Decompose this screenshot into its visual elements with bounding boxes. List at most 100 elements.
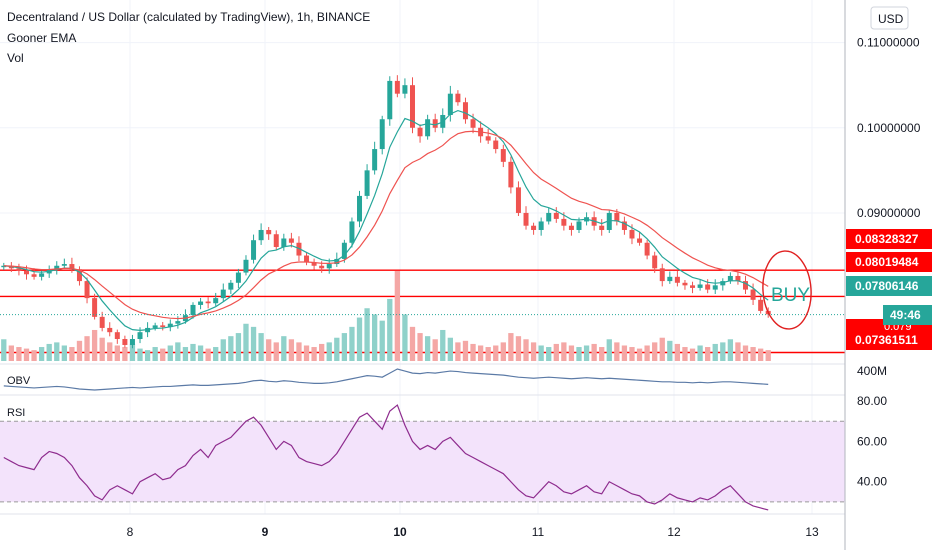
time-tick-label: 12 — [667, 525, 681, 539]
candle-body — [546, 212, 552, 222]
candle-body — [228, 282, 234, 290]
time-tick-label: 10 — [393, 525, 407, 539]
volume-bar — [546, 347, 552, 361]
candle-body — [599, 225, 605, 230]
candle-body — [682, 282, 688, 286]
currency-button-label: USD — [878, 12, 904, 26]
volume-bar — [288, 339, 295, 361]
candle-body — [394, 80, 400, 94]
candlestick-series — [1, 75, 771, 349]
candle-body — [296, 242, 302, 256]
candle-body — [568, 225, 574, 230]
candle-body — [667, 276, 673, 282]
candle-body — [357, 195, 363, 222]
volume-bar — [500, 342, 506, 361]
candle-body — [470, 119, 476, 128]
buy-circle — [762, 250, 812, 330]
volume-bar — [23, 348, 30, 361]
volume-bar — [674, 343, 681, 361]
volume-bar — [659, 337, 665, 361]
candle-body — [205, 301, 211, 304]
ema-slow-line — [3, 130, 769, 320]
volume-bar — [266, 339, 272, 361]
candle-body — [235, 272, 241, 283]
buy-label: BUY — [771, 285, 810, 306]
volume-bar — [122, 347, 128, 361]
volume-bar — [167, 345, 173, 361]
badge-level-low: 0.07361511 — [846, 330, 932, 350]
volume-bar — [349, 326, 355, 361]
candle-body — [349, 221, 355, 243]
volume-bar — [447, 337, 453, 361]
volume-bar — [591, 343, 597, 361]
candle-body — [690, 285, 696, 288]
volume-bar — [629, 347, 635, 361]
candle-body — [387, 80, 393, 120]
volume-bar — [334, 337, 340, 361]
candle-body — [1, 265, 7, 268]
rsi-pane-label[interactable]: RSI — [7, 407, 25, 419]
volume-bar — [197, 345, 204, 361]
candle-body — [561, 218, 567, 226]
svg-text:49:46: 49:46 — [890, 308, 921, 322]
volume-bar — [258, 333, 264, 361]
candle-body — [720, 281, 726, 286]
volume-bar — [750, 347, 756, 361]
volume-bar — [765, 350, 771, 361]
volume-bar — [356, 317, 363, 361]
price-tick-label: 0.11000000 — [857, 36, 920, 50]
volume-bar — [31, 350, 37, 361]
candle-body — [735, 275, 741, 282]
volume-bar — [243, 323, 249, 361]
candle-body — [251, 240, 257, 260]
candle-body — [319, 265, 325, 269]
volume-bar — [1, 339, 7, 361]
volume-bar — [38, 347, 45, 361]
volume-bar — [576, 347, 582, 361]
candle-body — [417, 127, 423, 137]
volume-bar — [644, 345, 650, 361]
volume-bar — [182, 347, 189, 361]
grid-lines — [0, 0, 845, 514]
candle-body — [69, 264, 75, 270]
volume-bar — [129, 343, 136, 361]
candle-body — [674, 276, 680, 283]
candle-body — [538, 221, 544, 230]
volume-bar — [273, 342, 279, 361]
candle-body — [606, 212, 612, 230]
indicator-vol-label[interactable]: Vol — [7, 51, 24, 65]
candle-body — [92, 298, 98, 317]
time-tick-label: 11 — [532, 525, 545, 539]
candle-body — [697, 284, 703, 288]
candle-body — [508, 161, 514, 188]
time-axis-ticks: 8 9 10 11 12 13 — [127, 525, 819, 539]
buy-annotation[interactable]: BUY — [760, 249, 813, 330]
volume-bar — [417, 333, 423, 361]
volume-bars — [1, 271, 771, 361]
volume-bar — [493, 345, 499, 361]
obv-pane-label[interactable]: OBV — [7, 375, 31, 387]
volume-bar — [652, 342, 658, 361]
volume-bar — [508, 333, 514, 361]
volume-bar — [432, 339, 438, 361]
badge-countdown: 49:46 — [883, 305, 932, 325]
currency-button[interactable]: USD — [870, 6, 909, 30]
volume-bar — [326, 342, 332, 361]
candle-body — [462, 102, 468, 120]
volume-bar — [599, 347, 605, 361]
volume-bar — [137, 348, 143, 361]
candle-body — [485, 136, 491, 141]
badge-level-top: 0.08328327 — [846, 229, 932, 249]
candle-body — [122, 339, 128, 345]
volume-bar — [281, 336, 287, 361]
volume-bar — [523, 339, 529, 361]
time-tick-label: 8 — [127, 525, 134, 539]
volume-bar — [16, 347, 22, 361]
volume-bar — [742, 345, 749, 361]
indicator-ema-label[interactable]: Gooner EMA — [7, 31, 76, 45]
volume-bar — [84, 336, 90, 361]
candle-body — [167, 323, 173, 328]
volume-bar — [667, 340, 673, 361]
badge-level-mid: 0.08019484 — [846, 252, 932, 272]
volume-bar — [614, 342, 620, 361]
